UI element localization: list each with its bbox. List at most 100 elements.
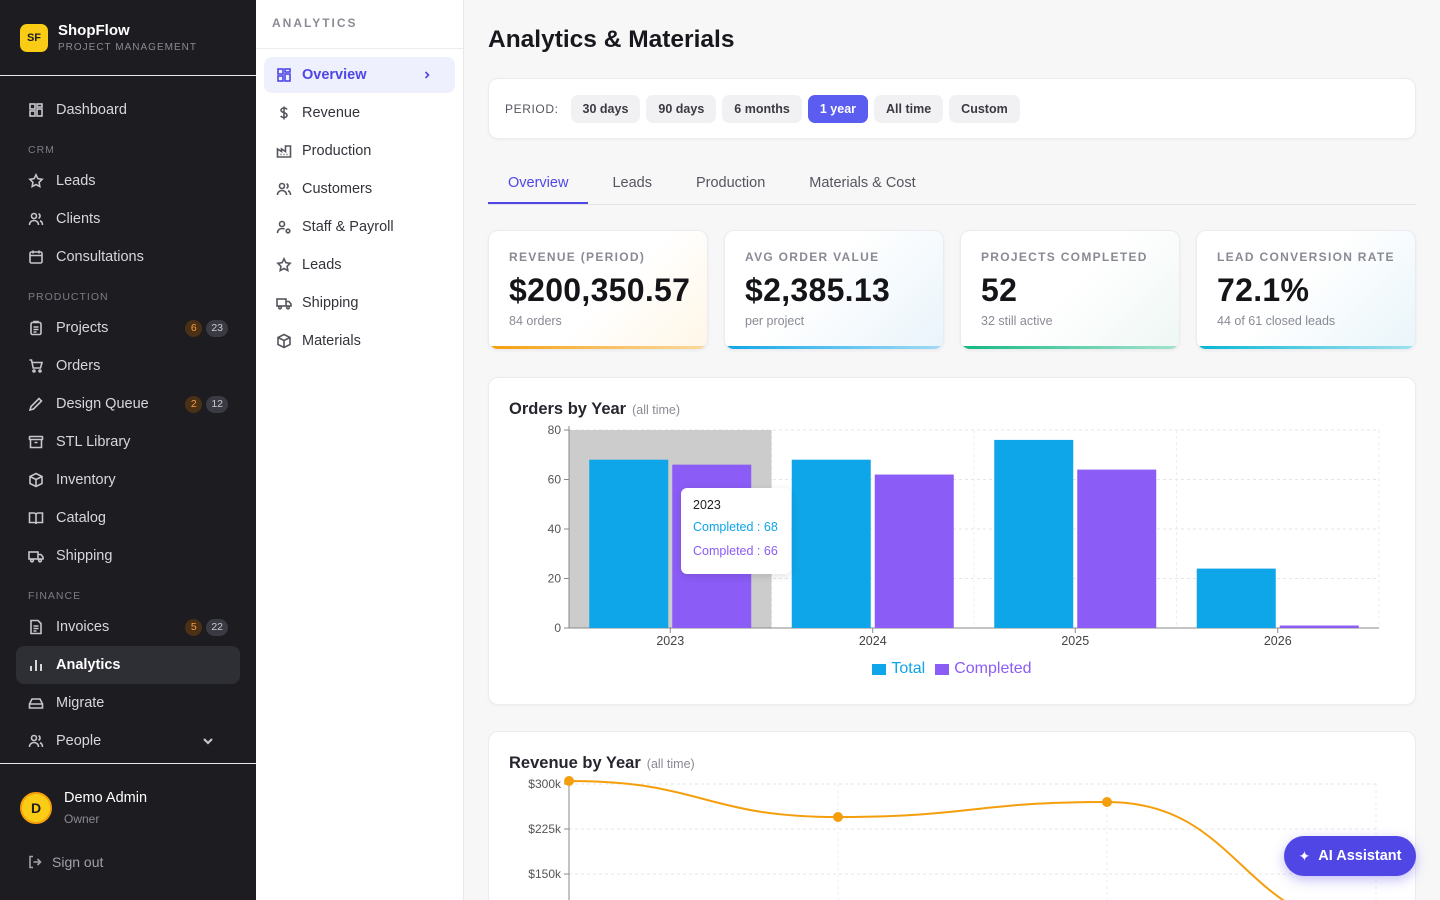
section-finance: FINANCE bbox=[28, 590, 82, 602]
subnav-label: Staff & Payroll bbox=[302, 219, 394, 235]
bar-chart-icon bbox=[30, 660, 42, 671]
x-tick-label: 2024 bbox=[859, 634, 887, 648]
sidebar-item-projects[interactable]: Projects 6 23 bbox=[16, 309, 240, 347]
kpi-value: $200,350.57 bbox=[509, 272, 691, 308]
legend-item-completed[interactable]: Completed bbox=[935, 660, 1032, 678]
sidebar-item-design-queue[interactable]: Design Queue 2 12 bbox=[16, 385, 240, 423]
sidebar-item-analytics[interactable]: Analytics bbox=[16, 646, 240, 684]
period-option-1-year[interactable]: 1 year bbox=[807, 94, 869, 123]
subnav-item-leads[interactable]: Leads bbox=[264, 247, 455, 283]
user-cog-icon bbox=[276, 220, 291, 234]
brand-name: ShopFlow bbox=[58, 22, 130, 39]
book-open-icon bbox=[28, 512, 44, 525]
period-option-30-days[interactable]: 30 days bbox=[570, 94, 641, 123]
calendar-icon bbox=[29, 250, 43, 264]
section-production: PRODUCTION bbox=[28, 291, 109, 303]
star-icon bbox=[276, 257, 292, 272]
subnav-heading: ANALYTICS bbox=[256, 0, 463, 49]
chart-title: Revenue by Year (all time) bbox=[509, 754, 695, 773]
legend-swatch bbox=[872, 663, 887, 675]
y-tick-label: 80 bbox=[548, 423, 562, 437]
orders-by-year-card: Orders by Year (all time) 0 20 40 60 80 2023 20… bbox=[488, 377, 1416, 705]
subnav-item-shipping[interactable]: Shipping bbox=[264, 285, 455, 321]
chart-title-text: Revenue by Year bbox=[509, 754, 641, 772]
user-name: Demo Admin bbox=[64, 790, 148, 806]
users-icon bbox=[28, 212, 44, 226]
sidebar-item-label: Inventory bbox=[56, 472, 116, 488]
factory-icon bbox=[276, 145, 292, 158]
sidebar-item-inventory[interactable]: Inventory bbox=[16, 461, 240, 499]
tooltip-row-total: Completed : 68 bbox=[693, 520, 778, 534]
bar-total-2025 bbox=[994, 439, 1074, 628]
sidebar-nav: Dashboard CRM Leads Clients Consultation… bbox=[0, 76, 256, 760]
kpi-subtext: per project bbox=[745, 314, 805, 328]
subnav-item-overview[interactable]: Overview bbox=[264, 57, 455, 93]
kpi-row: REVENUE (PERIOD) $200,350.57 84 orders A… bbox=[488, 230, 1416, 350]
kpi-card-avg-order: AVG ORDER VALUE $2,385.13 per project bbox=[724, 230, 944, 350]
subnav-item-materials[interactable]: Materials bbox=[264, 323, 455, 359]
pencil-icon bbox=[28, 397, 43, 412]
sidebar-item-consultations[interactable]: Consultations bbox=[16, 238, 240, 276]
period-option-custom[interactable]: Custom bbox=[949, 94, 1020, 123]
sign-out-button[interactable]: Sign out bbox=[20, 854, 236, 870]
sidebar-item-label: Analytics bbox=[56, 657, 121, 673]
subnav-label: Materials bbox=[302, 333, 361, 349]
sidebar-item-orders[interactable]: Orders bbox=[16, 347, 240, 385]
tab-overview[interactable]: Overview bbox=[488, 163, 589, 204]
sidebar-item-label: Clients bbox=[56, 211, 101, 227]
sparkle-icon: ✦ bbox=[1298, 847, 1311, 864]
page-title: Analytics & Materials bbox=[488, 26, 735, 53]
sidebar-item-leads[interactable]: Leads bbox=[16, 162, 240, 200]
tab-leads[interactable]: Leads bbox=[612, 175, 652, 191]
sidebar-item-stl-library[interactable]: STL Library bbox=[16, 423, 240, 461]
sidebar-item-invoices[interactable]: Invoices 5 22 bbox=[16, 608, 240, 646]
subnav-item-staff-payroll[interactable]: Staff & Payroll bbox=[264, 209, 455, 245]
sidebar-item-clients[interactable]: Clients bbox=[16, 200, 240, 238]
tab-production[interactable]: Production bbox=[695, 175, 766, 191]
chevron-right-icon bbox=[424, 71, 430, 79]
bar-completed-2026 bbox=[1279, 625, 1359, 628]
truck-icon bbox=[28, 551, 44, 563]
bar-completed-2024 bbox=[874, 474, 954, 628]
subnav-item-customers[interactable]: Customers bbox=[264, 171, 455, 207]
sidebar-item-label: Shipping bbox=[56, 548, 113, 564]
period-option-90-days[interactable]: 90 days bbox=[646, 94, 717, 123]
main-sidebar: SF ShopFlow PROJECT MANAGEMENT Dashboard… bbox=[0, 0, 256, 900]
legend-swatch bbox=[935, 663, 950, 675]
sidebar-item-catalog[interactable]: Catalog bbox=[16, 499, 240, 537]
brand-logo: SF bbox=[20, 23, 48, 52]
box-icon bbox=[277, 333, 291, 349]
sidebar-item-dashboard[interactable]: Dashboard bbox=[16, 91, 240, 129]
tab-materials-cost[interactable]: Materials & Cost bbox=[809, 175, 916, 191]
overdue-badge: 2 bbox=[185, 395, 203, 413]
sidebar-item-shipping[interactable]: Shipping bbox=[16, 537, 240, 575]
kpi-accent-bar bbox=[1197, 346, 1415, 349]
ai-assistant-button[interactable]: ✦ AI Assistant bbox=[1284, 836, 1416, 876]
sidebar-item-people[interactable]: People bbox=[16, 722, 240, 760]
orders-bar-chart[interactable]: 0 20 40 60 80 2023 2024 2025 2026 bbox=[489, 378, 1417, 706]
period-option-6-months[interactable]: 6 months bbox=[722, 94, 802, 123]
sidebar-item-label: Catalog bbox=[56, 510, 106, 526]
kpi-accent-bar bbox=[961, 346, 1179, 349]
sidebar-item-label: Leads bbox=[56, 173, 96, 189]
period-option-all-time[interactable]: All time bbox=[874, 94, 944, 123]
kpi-label: REVENUE (PERIOD) bbox=[509, 250, 646, 264]
dollar-icon bbox=[280, 106, 288, 120]
section-crm: CRM bbox=[28, 144, 55, 156]
chevron-down-icon[interactable] bbox=[200, 733, 216, 749]
revenue-by-year-card: Revenue by Year (all time) $300k $225k $150… bbox=[488, 731, 1416, 900]
analytics-subnav: ANALYTICS Overview Revenue Production Cu… bbox=[256, 0, 464, 900]
ai-assistant-label: AI Assistant bbox=[1318, 848, 1402, 864]
analytics-tabs: Overview Leads Production Materials & Co… bbox=[488, 163, 1416, 205]
kpi-label: PROJECTS COMPLETED bbox=[981, 250, 1148, 264]
chart-legend: Total Completed bbox=[489, 660, 1415, 678]
sign-out-label: Sign out bbox=[52, 854, 104, 870]
subnav-item-production[interactable]: Production bbox=[264, 133, 455, 169]
legend-item-total[interactable]: Total bbox=[872, 660, 925, 678]
user-profile[interactable]: D Demo Admin Owner bbox=[20, 790, 236, 826]
revenue-line-chart[interactable]: $300k $225k $150k bbox=[489, 732, 1417, 900]
log-out-icon bbox=[29, 855, 42, 869]
kpi-label: LEAD CONVERSION RATE bbox=[1217, 250, 1395, 264]
subnav-item-revenue[interactable]: Revenue bbox=[264, 95, 455, 131]
sidebar-item-migrate[interactable]: Migrate bbox=[16, 684, 240, 722]
